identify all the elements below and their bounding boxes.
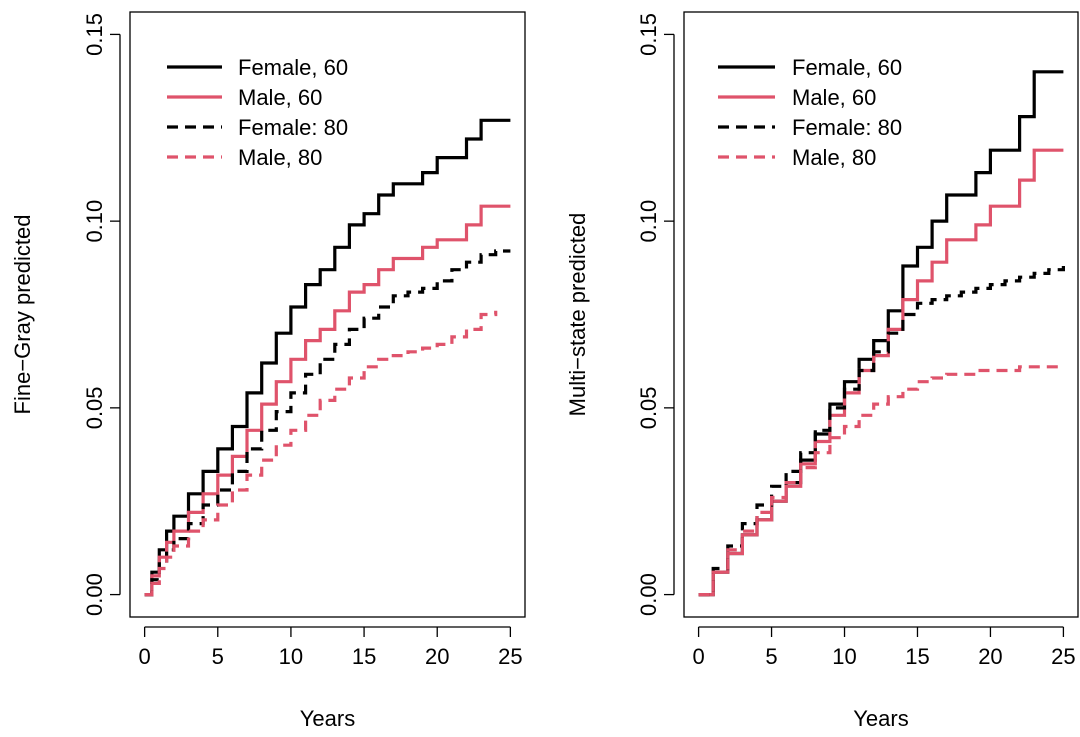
series-line-4 xyxy=(144,310,498,597)
series-line-4 xyxy=(698,365,1064,597)
x-tick-label: 15 xyxy=(352,644,376,669)
y-axis-label: Multi−state predicted xyxy=(565,213,590,417)
plot-frame xyxy=(129,11,526,618)
series-line-3 xyxy=(144,249,511,597)
x-tick-label: 5 xyxy=(765,644,777,669)
plot-frame xyxy=(683,11,1079,618)
x-axis-label: Years xyxy=(853,706,908,731)
legend-label: Male, 80 xyxy=(792,145,876,170)
series-line-1 xyxy=(144,118,511,597)
legend-label: Female: 80 xyxy=(238,115,348,140)
y-tick-label: 0.00 xyxy=(636,573,661,616)
chart-panel-1: 0 5 10 15 20 25 Years 0.00 0.05 0.10 0.15 Fine−Gray… xyxy=(10,11,526,731)
x-tick-label: 5 xyxy=(212,644,224,669)
legend-label: Female, 60 xyxy=(792,55,902,80)
series-line-2 xyxy=(144,204,511,597)
x-tick-label: 0 xyxy=(692,644,704,669)
series-line-1 xyxy=(698,70,1064,597)
y-tick-label: 0.15 xyxy=(82,13,107,56)
x-tick-label: 25 xyxy=(498,644,522,669)
x-tick-label: 25 xyxy=(1051,644,1075,669)
y-tick-label: 0.15 xyxy=(636,13,661,56)
x-tick-label: 15 xyxy=(905,644,929,669)
series-line-3 xyxy=(698,266,1065,597)
x-axis-label: Years xyxy=(300,706,355,731)
y-axis-label: Fine−Gray predicted xyxy=(10,215,35,415)
y-tick-label: 0.05 xyxy=(636,386,661,429)
legend-label: Male, 80 xyxy=(238,145,322,170)
x-tick-label: 10 xyxy=(279,644,303,669)
y-tick-label: 0.00 xyxy=(82,573,107,616)
chart-panel-2: 0 5 10 15 20 25 Years 0.00 0.05 0.10 0.15 Multi−sta… xyxy=(565,11,1079,731)
x-tick-label: 20 xyxy=(978,644,1002,669)
legend: Female, 60 Male, 60 Female: 80 Male, 80 xyxy=(718,55,902,170)
legend-label: Male, 60 xyxy=(792,85,876,110)
y-tick-label: 0.10 xyxy=(636,200,661,243)
legend-label: Female: 80 xyxy=(792,115,902,140)
series-line-2 xyxy=(698,148,1064,597)
legend-label: Female, 60 xyxy=(238,55,348,80)
y-tick-label: 0.05 xyxy=(82,386,107,429)
y-tick-label: 0.10 xyxy=(82,200,107,243)
x-tick-label: 10 xyxy=(832,644,856,669)
legend: Female, 60 Male, 60 Female: 80 Male, 80 xyxy=(167,55,348,170)
x-tick-label: 20 xyxy=(425,644,449,669)
legend-label: Male, 60 xyxy=(238,85,322,110)
x-tick-label: 0 xyxy=(139,644,151,669)
